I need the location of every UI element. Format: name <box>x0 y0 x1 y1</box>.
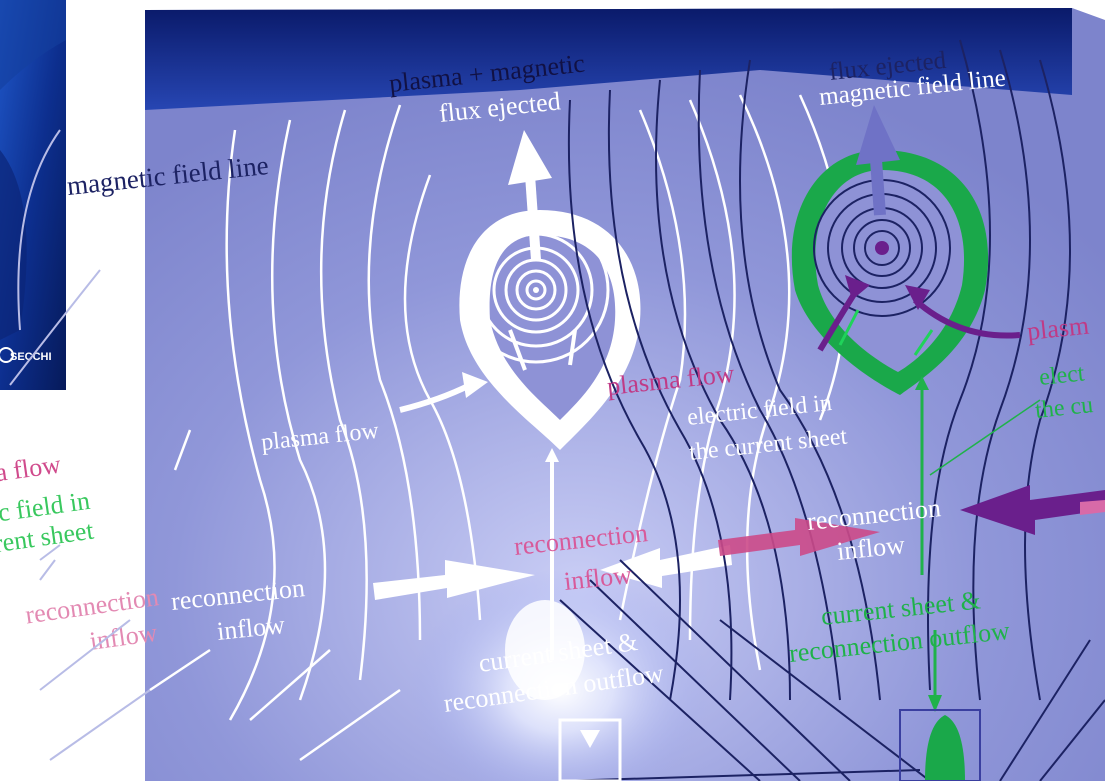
label-reconnection-pink-2: inflow <box>563 560 634 596</box>
fragment-line <box>49 689 151 761</box>
label-electric-right-1: elect <box>1038 360 1086 391</box>
flux-center-dark <box>875 241 889 255</box>
ejection-arrow-shaft <box>525 174 541 261</box>
dark-radial-line <box>619 559 851 781</box>
secchi-inset: SECCHI <box>0 0 66 390</box>
purple-inflow-arrow <box>960 485 1105 535</box>
space-band <box>145 8 1072 110</box>
green-spark <box>913 329 934 356</box>
solar-bright-core <box>505 600 585 700</box>
dark-flux-ring <box>864 230 900 266</box>
plasma-flow-arrowhead <box>462 372 488 398</box>
field-line <box>225 129 276 721</box>
left-fragment-lines <box>9 129 151 761</box>
label-reconnection-right-2: inflow <box>836 530 907 566</box>
dark-radial-line <box>1039 699 1105 781</box>
dark-field-line <box>567 99 681 701</box>
label-reconnection-white-2: inflow <box>216 610 287 646</box>
green-spark <box>838 309 860 346</box>
label-plasma-right: plasm <box>1026 311 1091 346</box>
current-sheet-arrow <box>545 448 559 462</box>
green-sheet-arrow <box>915 376 929 390</box>
blue-ejection-head <box>856 105 900 165</box>
field-line <box>618 109 687 621</box>
dark-radial-line <box>719 619 931 781</box>
blue-ejection-shaft <box>870 159 886 216</box>
fragment-field-line <box>9 269 101 386</box>
inset-streak <box>0 0 66 90</box>
purple-inflow-right-head <box>905 285 930 310</box>
purple-inflow-left-head <box>845 275 870 300</box>
dark-field-lines <box>559 39 1105 781</box>
inflow-arrow-left <box>373 560 535 600</box>
foot-box <box>899 709 981 781</box>
inset-shadow <box>0 150 27 340</box>
white-foot-arrow <box>580 730 600 748</box>
dark-radial-line <box>999 639 1091 781</box>
secchi-logo-icon <box>0 347 14 363</box>
field-line <box>738 94 791 671</box>
dark-field-line <box>607 89 733 701</box>
field-line <box>271 119 327 701</box>
left-fragment: a flow ic field in rrent sheet reconnect… <box>0 449 160 655</box>
white-flux-rope <box>399 130 641 660</box>
inflow-arrow-right <box>600 545 732 588</box>
fragment-field-line <box>17 129 61 331</box>
field-line <box>319 109 368 681</box>
purple-inflow-right <box>913 297 1021 339</box>
flux-ring <box>515 269 557 311</box>
solar-foot <box>558 718 622 781</box>
dark-field-line <box>697 69 841 701</box>
ejection-arrow-head <box>508 130 552 185</box>
plasma-flow-arrow <box>399 382 472 413</box>
dark-field-line <box>739 59 881 701</box>
pink-inflow-arrow <box>718 518 880 556</box>
inner-flow <box>508 329 527 371</box>
field-tick <box>249 649 331 721</box>
dark-flux-ring <box>853 219 911 277</box>
green-outflow-arrow <box>928 695 942 712</box>
green-flux-rope <box>791 105 1041 781</box>
fragment-tick <box>39 544 61 561</box>
dark-field-line <box>972 49 1031 701</box>
colored-inflow-arrows <box>718 485 1105 556</box>
dark-field-line <box>1024 59 1071 701</box>
dark-field-line <box>655 79 791 701</box>
green-leader <box>929 399 1041 476</box>
label-electric-right-2: the cu <box>1034 392 1094 424</box>
dark-field-line <box>927 39 991 691</box>
white-inflow-arrows <box>373 545 732 600</box>
green-loop <box>925 715 965 781</box>
field-tick <box>299 688 401 762</box>
dark-radial-line <box>559 599 761 781</box>
field-tick <box>149 648 211 692</box>
field-line <box>367 104 422 641</box>
white-field-lines <box>149 94 847 762</box>
field-line <box>688 99 736 641</box>
inner-flow <box>568 329 577 366</box>
fragment-tick <box>39 559 56 581</box>
pink-edge-arrow <box>1080 500 1105 515</box>
flux-ring <box>525 279 547 301</box>
dark-radial-line <box>589 579 801 781</box>
white-foot-box <box>558 718 622 781</box>
fragment-plasma-flow: a flow <box>0 449 63 487</box>
flux-center <box>533 287 539 293</box>
field-tick <box>173 429 192 471</box>
fragment-line <box>39 619 131 691</box>
